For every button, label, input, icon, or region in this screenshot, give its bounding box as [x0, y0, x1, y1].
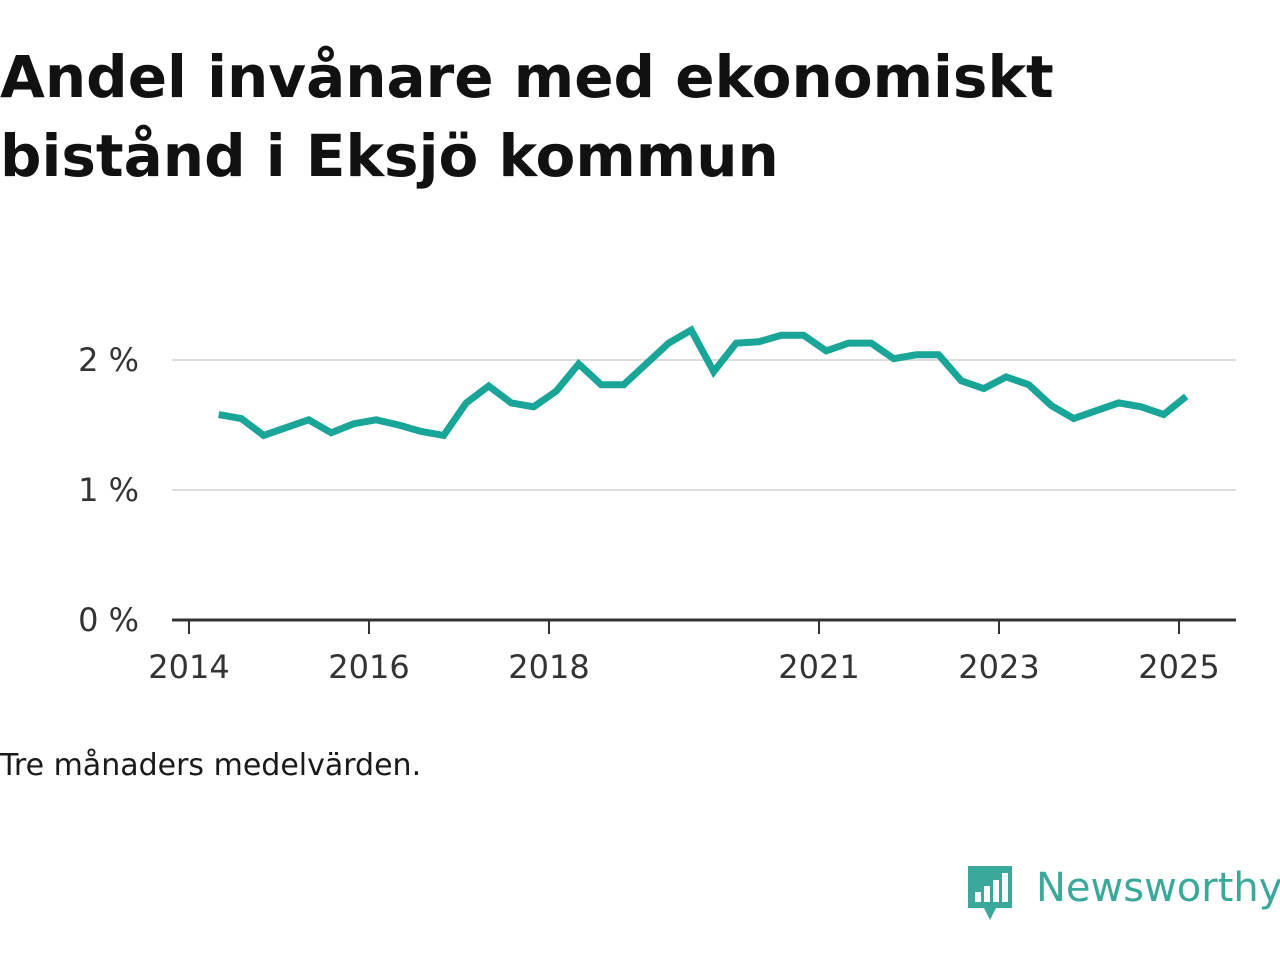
x-tick-label: 2023: [958, 648, 1039, 686]
x-axis: 2014 2016 2018 2021 2023 2025: [148, 620, 1220, 686]
x-tick-label: 2025: [1138, 648, 1219, 686]
gridlines: [172, 359, 1236, 491]
brand-name: Newsworthy: [1036, 865, 1280, 911]
x-tick-label: 2014: [148, 648, 229, 686]
y-tick-label: 1 %: [78, 471, 139, 509]
footnote: Tre månaders medelvärden.: [0, 748, 422, 783]
line-chart: 0 % 1 % 2 % 2014 2016 2018 2021 2023 2025: [78, 325, 1236, 686]
x-tick-label: 2018: [508, 648, 589, 686]
newsworthy-logo[interactable]: Newsworthy: [964, 862, 1280, 926]
y-tick-label: 2 %: [78, 341, 139, 379]
x-tick-label: 2016: [328, 648, 409, 686]
series: [218, 325, 1189, 440]
y-tick-label: 0 %: [78, 601, 139, 639]
newsworthy-bar-chart-icon: [968, 866, 1012, 920]
chart-title: Andel invånare med ekonomiskt bistånd i …: [0, 43, 1054, 190]
series-line: [218, 325, 1189, 440]
x-tick-label: 2021: [778, 648, 859, 686]
y-axis: 0 % 1 % 2 %: [78, 341, 139, 639]
